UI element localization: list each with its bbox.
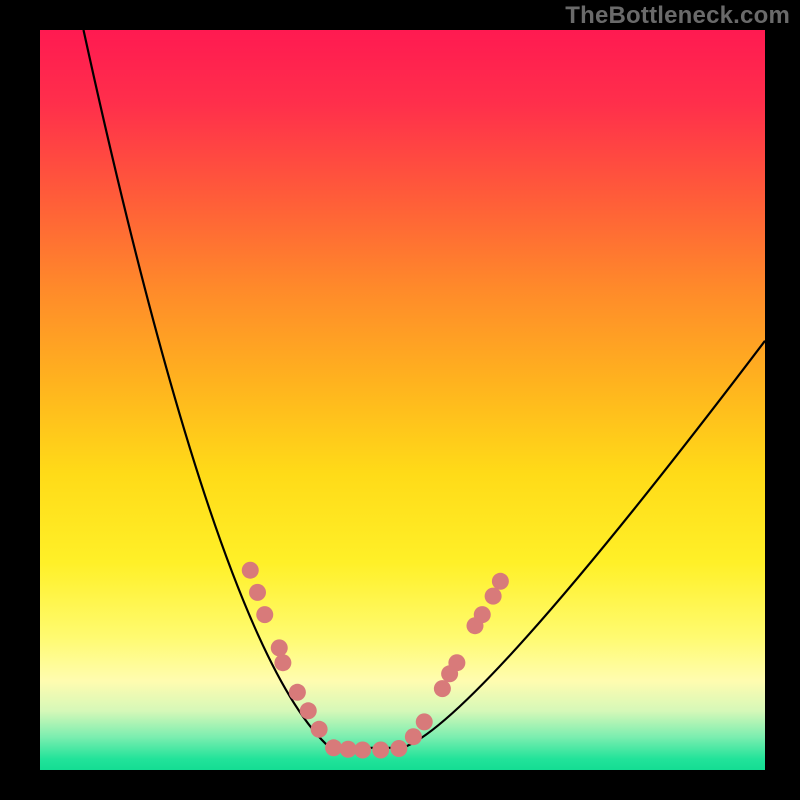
data-marker <box>372 742 389 759</box>
data-marker <box>289 684 306 701</box>
stage: TheBottleneck.com <box>0 0 800 800</box>
data-marker <box>474 606 491 623</box>
data-marker <box>274 654 291 671</box>
plot-area <box>40 30 765 770</box>
data-marker <box>311 721 328 738</box>
data-marker <box>416 713 433 730</box>
data-marker <box>256 606 273 623</box>
data-marker <box>340 741 357 758</box>
data-marker <box>300 702 317 719</box>
data-marker <box>249 584 266 601</box>
data-marker <box>405 728 422 745</box>
data-marker <box>492 573 509 590</box>
data-marker <box>325 739 342 756</box>
chart-svg <box>40 30 765 770</box>
v-curve-line <box>84 30 766 748</box>
data-marker <box>242 562 259 579</box>
watermark-text: TheBottleneck.com <box>565 2 790 30</box>
data-marker <box>354 742 371 759</box>
data-marker <box>485 588 502 605</box>
data-marker <box>448 654 465 671</box>
data-marker <box>390 740 407 757</box>
data-marker <box>271 639 288 656</box>
data-marker <box>434 680 451 697</box>
